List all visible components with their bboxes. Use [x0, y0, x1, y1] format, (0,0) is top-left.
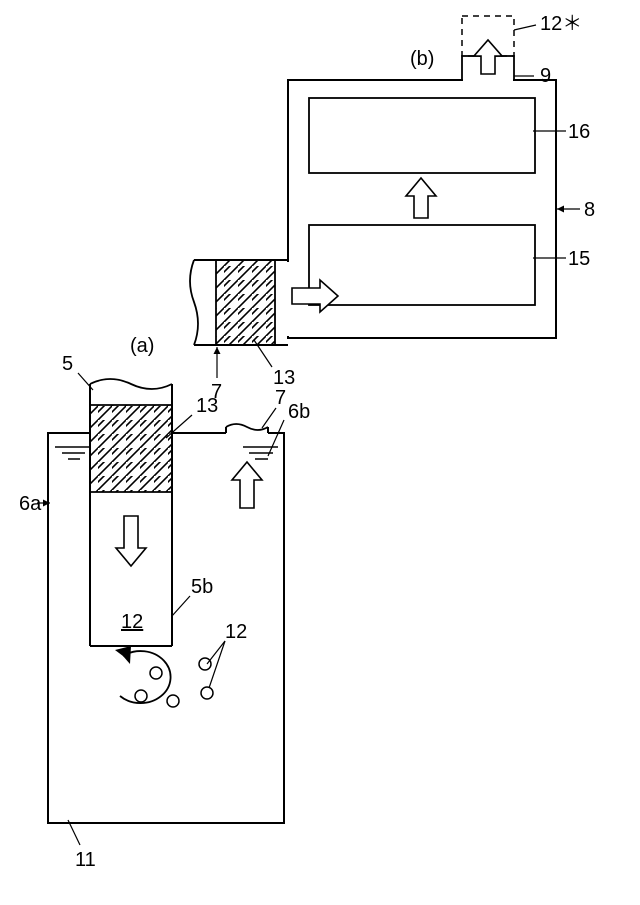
label-5: 5	[62, 353, 73, 375]
label-11: 11	[75, 849, 96, 871]
label-7a: 7	[275, 387, 286, 409]
figure-b: (b) 12＊ 9 16 8 15 13 7	[190, 13, 595, 403]
inlet-pipe-a	[90, 379, 172, 646]
label-6a: 6a	[19, 493, 42, 515]
label-12star: 12＊	[540, 13, 582, 35]
label-7b: 7	[211, 381, 222, 403]
label-13b: 13	[273, 367, 295, 389]
label-9: 9	[540, 65, 551, 87]
arrow-up-a	[232, 462, 262, 508]
arrow-right-b	[292, 280, 338, 312]
label-fig-a: (a)	[130, 335, 154, 357]
label-12: 12	[225, 621, 247, 643]
arrow-down-a	[116, 516, 146, 566]
outlet-neck-a	[226, 424, 268, 435]
label-15: 15	[568, 248, 590, 270]
label-16: 16	[568, 121, 590, 143]
slot-16	[309, 98, 535, 173]
arrow-up-mid	[406, 178, 436, 218]
inlet-pipe-b	[190, 260, 291, 345]
slot-15	[309, 225, 535, 305]
label-8: 8	[584, 199, 595, 221]
label-5b: 5b	[191, 576, 213, 598]
bubbles	[135, 658, 213, 707]
label-12u: 12	[121, 611, 143, 633]
label-6b: 6b	[288, 401, 310, 423]
figure-a: (a) 5 13 7 6b 6a 5b 12 12 11	[19, 335, 310, 871]
label-fig-b: (b)	[410, 48, 434, 70]
